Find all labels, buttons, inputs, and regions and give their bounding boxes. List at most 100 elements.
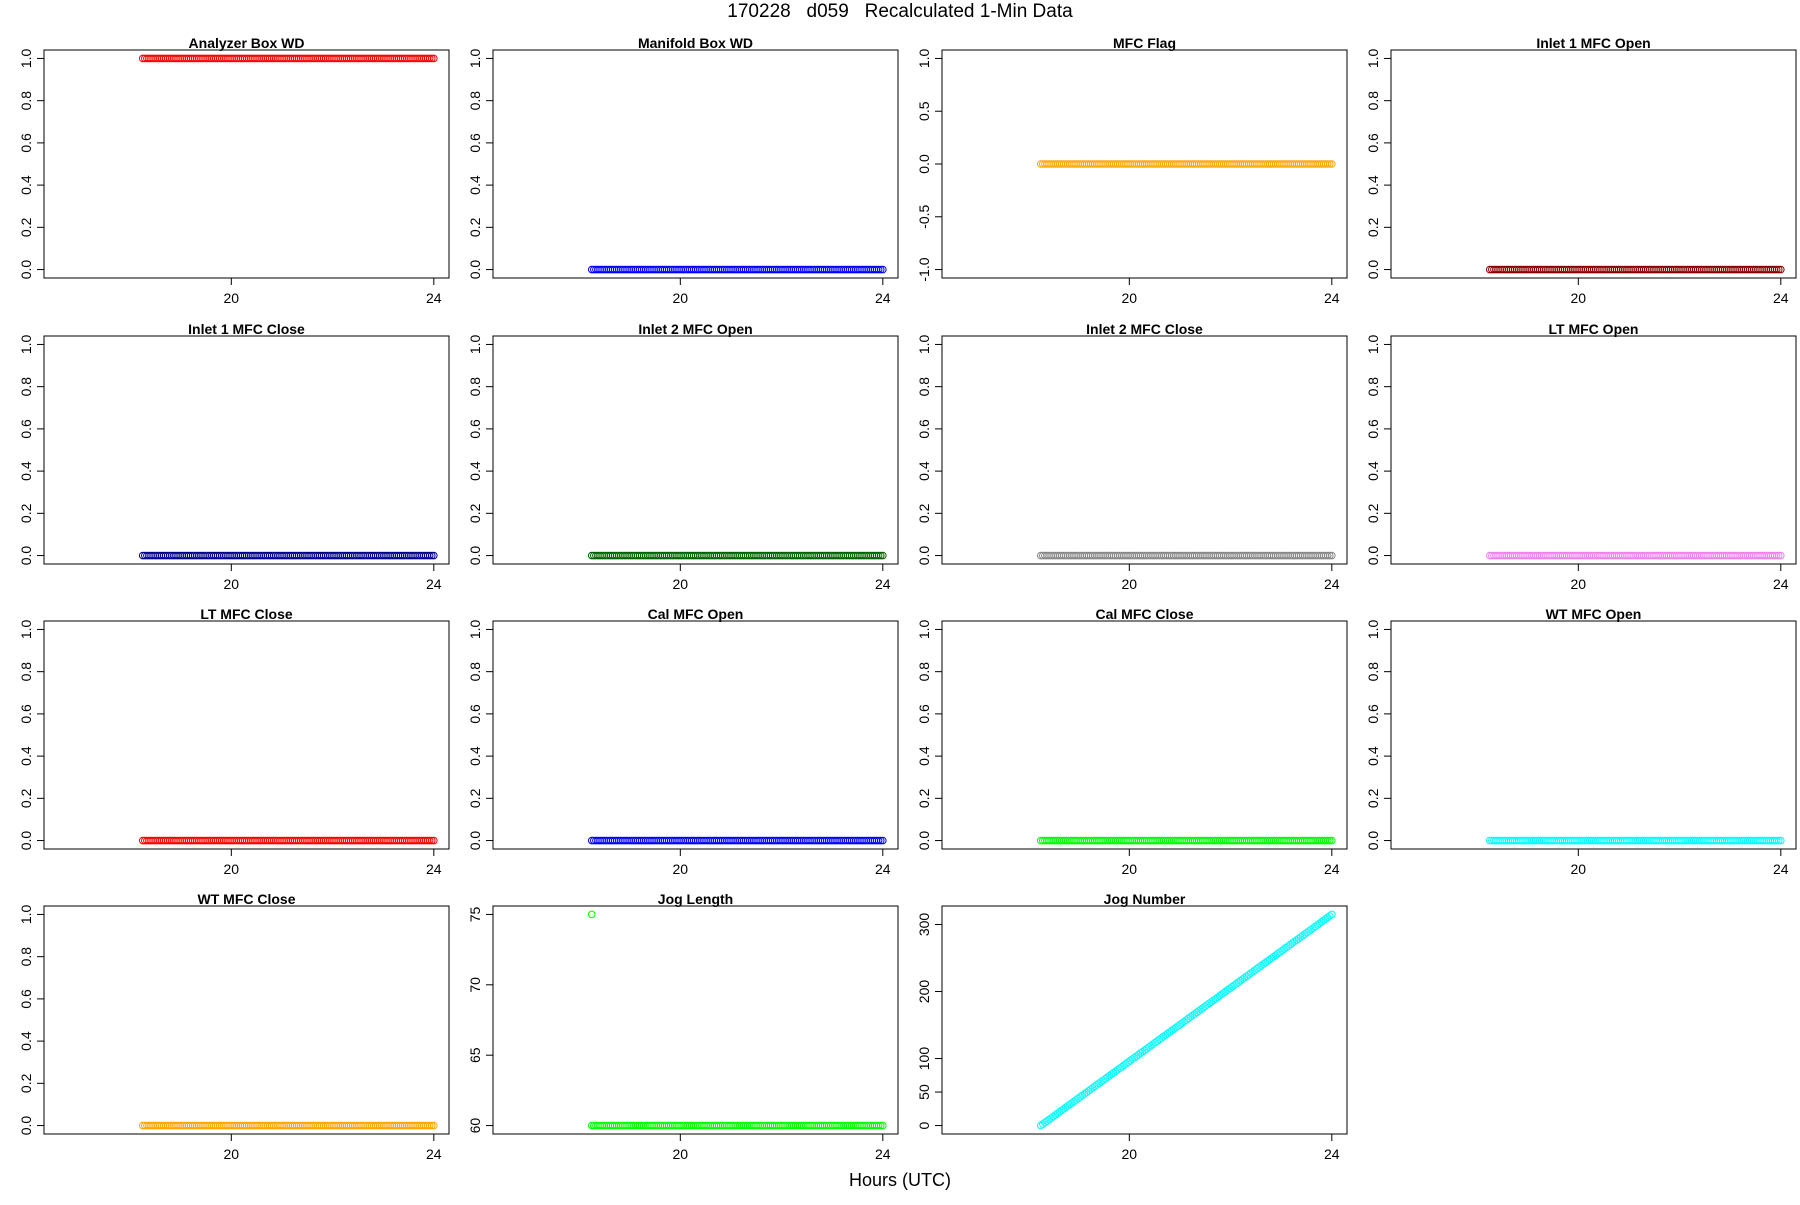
data-point [1774, 551, 1783, 560]
y-tick-label: 0.8 [916, 662, 932, 682]
y-tick-label: 0.8 [1365, 662, 1381, 682]
y-tick-label: 0.0 [1365, 546, 1381, 566]
y-tick-label: 50 [916, 1084, 932, 1100]
y-tick-label: 0.6 [18, 419, 34, 439]
y-tick-label: 1.0 [1365, 335, 1381, 355]
y-tick-label: 0.2 [18, 1073, 34, 1093]
data-point [876, 1121, 885, 1130]
y-tick-label: 1.0 [18, 335, 34, 355]
y-tick-label: 0.2 [467, 217, 483, 237]
y-tick-label: 0.2 [1365, 788, 1381, 808]
panel-title: LT MFC Open [1549, 321, 1639, 337]
y-tick-label: 1.0 [467, 49, 483, 69]
panel-title: Analyzer Box WD [189, 35, 305, 51]
y-tick-label: 0.2 [467, 788, 483, 808]
data-point [879, 1121, 887, 1130]
figure-title: 170228 d059 Recalculated 1-Min Data [727, 1, 1073, 22]
x-tick-label: 24 [1324, 861, 1340, 877]
y-tick-label: 0.8 [467, 662, 483, 682]
y-tick-label: 0.8 [916, 377, 932, 397]
plot-frame [43, 620, 450, 850]
panel: Inlet 1 MFC Open 20 24 0.0 0.2 0.4 0.6 0.8 1.0 [1365, 35, 1797, 306]
data-point [430, 551, 438, 560]
x-tick-label: 20 [224, 1146, 240, 1162]
panel-title: MFC Flag [1113, 35, 1176, 51]
x-tick-label: 20 [224, 861, 240, 877]
y-tick-label: 0.0 [18, 831, 34, 851]
data-point [874, 551, 883, 560]
data-point [876, 836, 885, 845]
y-tick-label: 0.0 [467, 260, 483, 280]
x-tick-label: 20 [673, 861, 689, 877]
y-tick-label: 0.0 [467, 546, 483, 566]
y-tick-label: 0.6 [467, 704, 483, 724]
panel-title: Jog Length [658, 891, 733, 907]
plot-frame [941, 49, 1348, 279]
panel-title: Cal MFC Close [1095, 606, 1193, 622]
plot-frame [941, 620, 1348, 850]
panel: Jog Length 20 24 60 65 70 75 [467, 891, 899, 1162]
y-tick-label: 0.0 [18, 546, 34, 566]
panel-title: Jog Number [1104, 891, 1186, 907]
data-point [425, 1121, 434, 1130]
y-tick-label: 0.8 [18, 947, 34, 967]
plot-frame [492, 49, 899, 279]
x-tick-label: 20 [1122, 576, 1138, 592]
data-point [1772, 265, 1781, 274]
y-tick-label: 0.8 [1365, 91, 1381, 111]
plot-frame [43, 905, 450, 1135]
y-tick-label: 0.4 [18, 461, 34, 481]
data-point [1774, 836, 1783, 845]
y-tick-label: 1.0 [1365, 620, 1381, 640]
y-tick-label: 0.0 [1365, 831, 1381, 851]
data-point [1328, 160, 1336, 168]
x-tick-label: 24 [1324, 1146, 1340, 1162]
y-tick-label: 1.0 [916, 620, 932, 640]
y-tick-label: 0.0 [18, 260, 34, 280]
x-tick-label: 24 [875, 290, 891, 306]
x-tick-label: 24 [875, 1146, 891, 1162]
data-point [879, 265, 887, 274]
x-tick-label: 20 [673, 290, 689, 306]
data-point [874, 1121, 883, 1130]
panel-title: Manifold Box WD [638, 35, 753, 51]
y-tick-label: 0.4 [467, 461, 483, 481]
data-point [425, 54, 434, 63]
panel-title: WT MFC Close [198, 891, 296, 907]
panel-title: LT MFC Close [200, 606, 293, 622]
y-tick-label: 0.0 [1365, 260, 1381, 280]
y-tick-label: 0.0 [467, 831, 483, 851]
x-tick-label: 24 [426, 861, 442, 877]
panel-title: Cal MFC Open [648, 606, 744, 622]
data-point [1328, 910, 1336, 919]
y-tick-label: 70 [467, 977, 483, 993]
data-point [425, 836, 434, 845]
y-tick-label: 0.8 [18, 91, 34, 111]
panel: MFC Flag 20 24 -1.0 -0.5 0.0 0.5 1.0 [916, 35, 1348, 306]
y-tick-label: 1.0 [916, 335, 932, 355]
y-tick-label: 1.0 [467, 335, 483, 355]
y-tick-label: 65 [467, 1047, 483, 1063]
x-tick-label: 20 [673, 576, 689, 592]
x-tick-label: 20 [1571, 576, 1587, 592]
plot-frame [43, 335, 450, 565]
data-point [1323, 160, 1332, 168]
y-tick-label: 0.6 [467, 133, 483, 153]
x-tick-label: 20 [224, 290, 240, 306]
x-tick-label: 20 [1122, 290, 1138, 306]
y-tick-label: 0.0 [18, 1116, 34, 1136]
data-point [1772, 551, 1781, 560]
y-tick-label: 0.8 [18, 662, 34, 682]
data-point [430, 1121, 438, 1130]
data-point [876, 265, 885, 274]
data-point [879, 836, 887, 845]
x-tick-label: 20 [1571, 290, 1587, 306]
panel: LT MFC Open 20 24 0.0 0.2 0.4 0.6 0.8 1.0 [1365, 321, 1797, 592]
y-tick-label: 0.2 [467, 503, 483, 523]
data-point [425, 551, 434, 560]
panel-title: Inlet 2 MFC Open [638, 321, 752, 337]
panel: Inlet 1 MFC Close 20 24 0.0 0.2 0.4 0.6 0.8 1.0 [18, 321, 450, 592]
y-tick-label: 0.6 [18, 133, 34, 153]
panel: WT MFC Open 20 24 0.0 0.2 0.4 0.6 0.8 1.0 [1365, 606, 1797, 877]
y-tick-label: 0.8 [1365, 377, 1381, 397]
